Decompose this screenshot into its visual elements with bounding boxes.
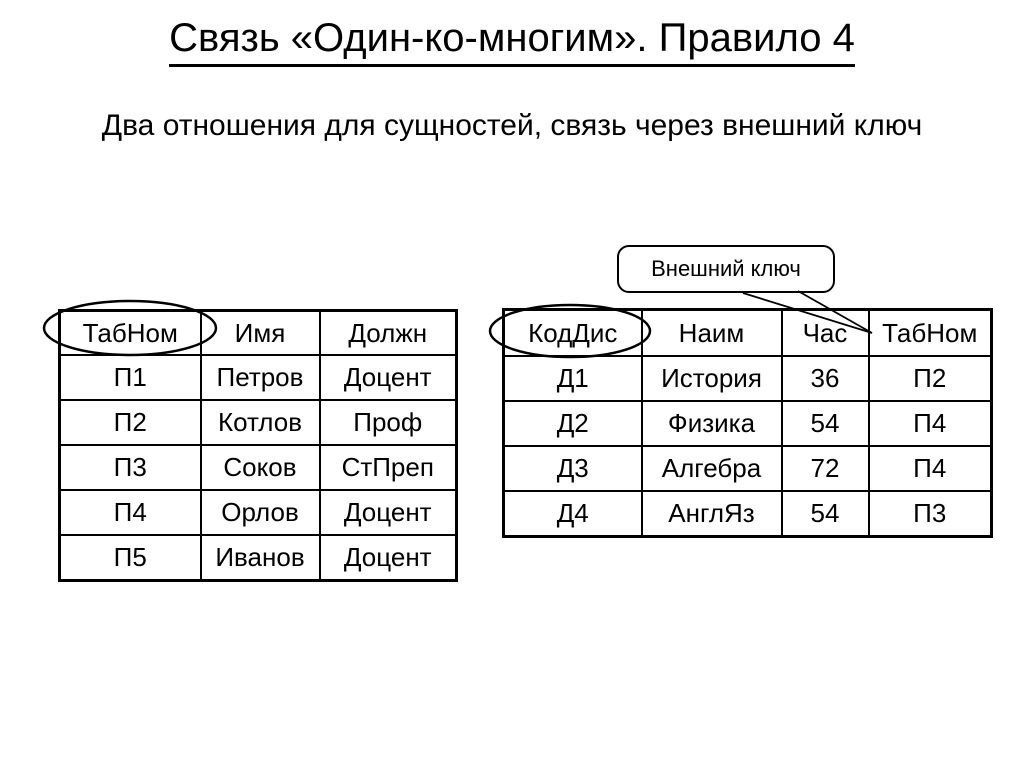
table-row: Д4 АнглЯз 54 П3: [502, 490, 993, 538]
table-cell: Проф: [318, 399, 458, 446]
table-cell: П4: [58, 489, 202, 536]
table-cell: История: [640, 355, 783, 402]
table-row: П4 Орлов Доцент: [58, 489, 458, 536]
right-header-koddis: КодДис: [502, 308, 643, 357]
table-cell: Котлов: [199, 399, 321, 446]
table-cell: Д1: [502, 355, 643, 402]
table-cell: Д2: [502, 400, 643, 447]
disciplines-relation-table: КодДис Наим Час ТабНом Д1 История 36 П2 …: [502, 308, 993, 538]
table-row: Д3 Алгебра 72 П4: [502, 445, 993, 492]
table-row: Д2 Физика 54 П4: [502, 400, 993, 447]
table-header-row: КодДис Наим Час ТабНом: [502, 308, 993, 357]
page-title-text: Связь «Один-ко-многим». Правило 4: [169, 16, 855, 67]
table-cell: Доцент: [318, 354, 458, 401]
table-cell: П5: [58, 534, 202, 582]
right-header-naim: Наим: [640, 308, 783, 357]
table-cell: Д3: [502, 445, 643, 492]
right-header-chas: Час: [780, 308, 870, 357]
subtitle: Два отношения для сущностей, связь через…: [101, 109, 923, 142]
table-cell: Соков: [199, 444, 321, 491]
table-cell: П2: [58, 399, 202, 446]
table-cell: П4: [867, 445, 993, 492]
table-cell: Физика: [640, 400, 783, 447]
table-header-row: ТабНом Имя Должн: [58, 309, 458, 356]
table-cell: Петров: [199, 354, 321, 401]
table-row: П5 Иванов Доцент: [58, 534, 458, 582]
table-cell: Иванов: [199, 534, 321, 582]
table-cell: 54: [780, 490, 870, 538]
table-cell: Доцент: [318, 534, 458, 582]
table-row: П1 Петров Доцент: [58, 354, 458, 401]
table-row: П3 Соков СтПреп: [58, 444, 458, 491]
table-cell: Доцент: [318, 489, 458, 536]
table-cell: П3: [867, 490, 993, 538]
table-row: П2 Котлов Проф: [58, 399, 458, 446]
table-cell: 36: [780, 355, 870, 402]
table-cell: Алгебра: [640, 445, 783, 492]
table-cell: АнглЯз: [640, 490, 783, 538]
table-cell: П3: [58, 444, 202, 491]
table-cell: 72: [780, 445, 870, 492]
table-cell: 54: [780, 400, 870, 447]
table-cell: П2: [867, 355, 993, 402]
left-header-imya: Имя: [199, 309, 321, 356]
table-cell: СтПреп: [318, 444, 458, 491]
table-cell: П4: [867, 400, 993, 447]
foreign-key-callout: Внешний ключ: [617, 245, 835, 293]
left-header-dolzhn: Должн: [318, 309, 458, 356]
right-header-tabnom: ТабНом: [867, 308, 993, 357]
table-row: Д1 История 36 П2: [502, 355, 993, 402]
table-cell: П1: [58, 354, 202, 401]
table-cell: Орлов: [199, 489, 321, 536]
page-title: Связь «Один-ко-многим». Правило 4: [0, 16, 1024, 67]
table-cell: Д4: [502, 490, 643, 538]
teachers-relation-table: ТабНом Имя Должн П1 Петров Доцент П2 Кот…: [58, 309, 458, 582]
foreign-key-callout-label: Внешний ключ: [651, 256, 801, 281]
left-header-tabnom: ТабНом: [58, 309, 202, 356]
